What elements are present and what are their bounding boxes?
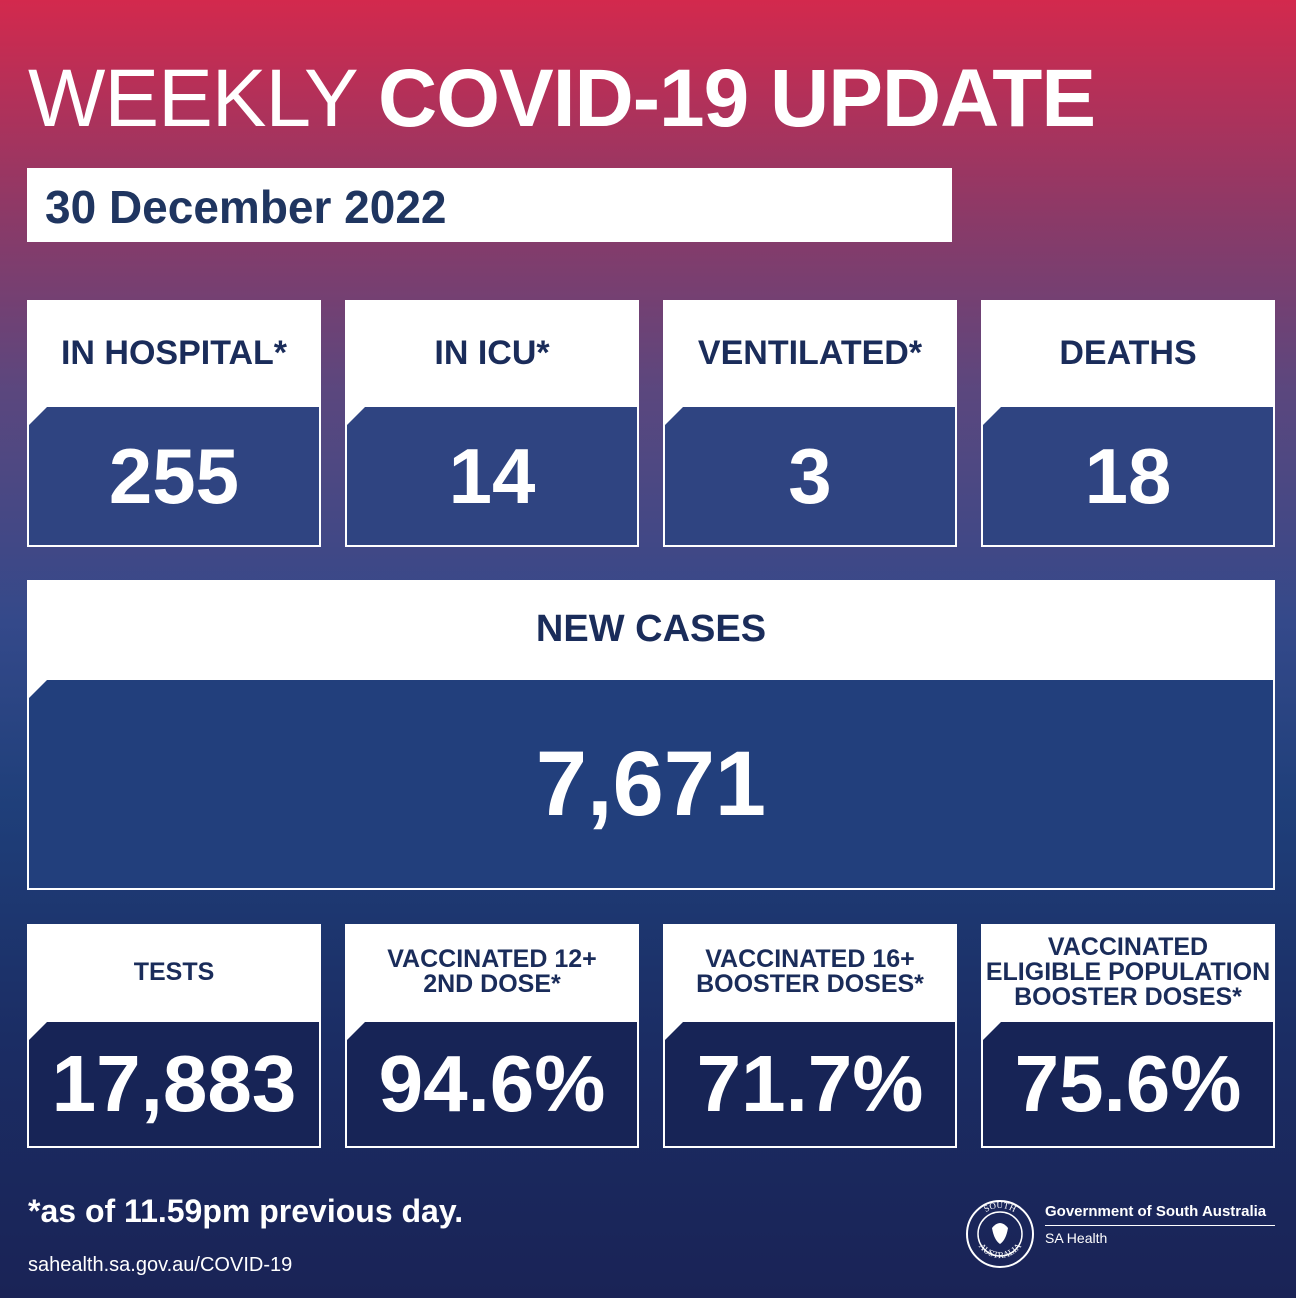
stat-card: VACCINATED 12+ 2ND DOSE* 94.6%: [345, 924, 639, 1148]
card-notch: [981, 405, 1003, 427]
card-value: 75.6%: [1014, 1039, 1242, 1128]
card-value: 71.7%: [696, 1039, 924, 1128]
card-label: VACCINATED: [1047, 932, 1209, 961]
card-value-box: 255: [27, 405, 321, 547]
seal-top: SOUTH: [982, 1200, 1018, 1214]
card-header: VACCINATED 16+ BOOSTER DOSES*: [663, 924, 957, 1020]
stat-card: IN HOSPITAL* 255: [27, 300, 321, 547]
card-notch: [27, 678, 49, 700]
title-bold: COVID-19 UPDATE: [378, 53, 1096, 144]
stat-card: NEW CASES 7,671: [27, 580, 1275, 890]
card-value-box: 71.7%: [663, 1020, 957, 1148]
card-value-box: 17,883: [27, 1020, 321, 1148]
government: Government of South Australia: [1045, 1203, 1267, 1220]
title-light: WEEKLY: [28, 53, 357, 144]
card-value-box: 18: [981, 405, 1275, 547]
card-header: TESTS: [27, 924, 321, 1020]
card-header: IN ICU*: [345, 300, 639, 405]
card-header: NEW CASES: [27, 580, 1275, 678]
card-notch: [663, 405, 685, 427]
card-value: 3: [788, 431, 832, 520]
stat-card: TESTS 17,883: [27, 924, 321, 1148]
card-header: VENTILATED*: [663, 300, 957, 405]
card-label: VACCINATED 16+: [705, 945, 915, 973]
card-value: 18: [1084, 431, 1172, 520]
card-value: 255: [108, 431, 240, 520]
divider: [1045, 1225, 1275, 1226]
card-label: NEW CASES: [535, 608, 767, 650]
stat-card: VENTILATED* 3: [663, 300, 957, 547]
card-value: 14: [448, 431, 536, 520]
url: sahealth.sa.gov.au/COVID-19: [28, 1254, 293, 1276]
card-label: IN HOSPITAL*: [60, 333, 288, 372]
card-value: 17,883: [51, 1039, 297, 1128]
title: WEEKLY COVID-19 UPDATE: [28, 52, 1096, 146]
card-header: IN HOSPITAL*: [27, 300, 321, 405]
card-header: VACCINATED 12+ 2ND DOSE*: [345, 924, 639, 1020]
card-label: VACCINATED 12+: [387, 945, 597, 973]
card-header: DEATHS: [981, 300, 1275, 405]
card-notch: [345, 405, 367, 427]
stat-card: DEATHS 18: [981, 300, 1275, 547]
card-value-box: 3: [663, 405, 957, 547]
card-label: BOOSTER DOSES*: [1014, 982, 1242, 1011]
card-value: 7,671: [535, 732, 767, 835]
card-notch: [27, 405, 49, 427]
date-box: 30 December 2022: [27, 168, 952, 242]
card-value-box: 14: [345, 405, 639, 547]
card-label: ELIGIBLE POPULATION: [985, 957, 1271, 986]
card-label: BOOSTER DOSES*: [696, 970, 924, 998]
card-value-box: 7,671: [27, 678, 1275, 890]
date: 30 December 2022: [45, 181, 447, 233]
department: SA Health: [1045, 1230, 1108, 1246]
footnote: *as of 11.59pm previous day.: [28, 1193, 464, 1229]
stat-card: IN ICU* 14: [345, 300, 639, 547]
card-label: IN ICU*: [434, 333, 550, 372]
stat-card: VACCINATED ELIGIBLE POPULATION BOOSTER DOS…: [981, 924, 1275, 1148]
card-label: 2ND DOSE*: [423, 970, 561, 998]
card-notch: [663, 1020, 685, 1042]
card-notch: [981, 1020, 1003, 1042]
card-notch: [27, 1020, 49, 1042]
stat-card: VACCINATED 16+ BOOSTER DOSES* 71.7%: [663, 924, 957, 1148]
card-label: VENTILATED*: [697, 333, 923, 372]
card-notch: [345, 1020, 367, 1042]
card-label: DEATHS: [1059, 333, 1197, 372]
seal: SOUTH AUSTRALIA: [966, 1200, 1034, 1268]
card-value-box: 94.6%: [345, 1020, 639, 1148]
svg-text:SOUTH: SOUTH: [982, 1200, 1018, 1214]
card-label: TESTS: [133, 957, 215, 986]
card-header: VACCINATED ELIGIBLE POPULATION BOOSTER DOS…: [981, 924, 1275, 1020]
card-value-box: 75.6%: [981, 1020, 1275, 1148]
card-value: 94.6%: [378, 1039, 606, 1128]
